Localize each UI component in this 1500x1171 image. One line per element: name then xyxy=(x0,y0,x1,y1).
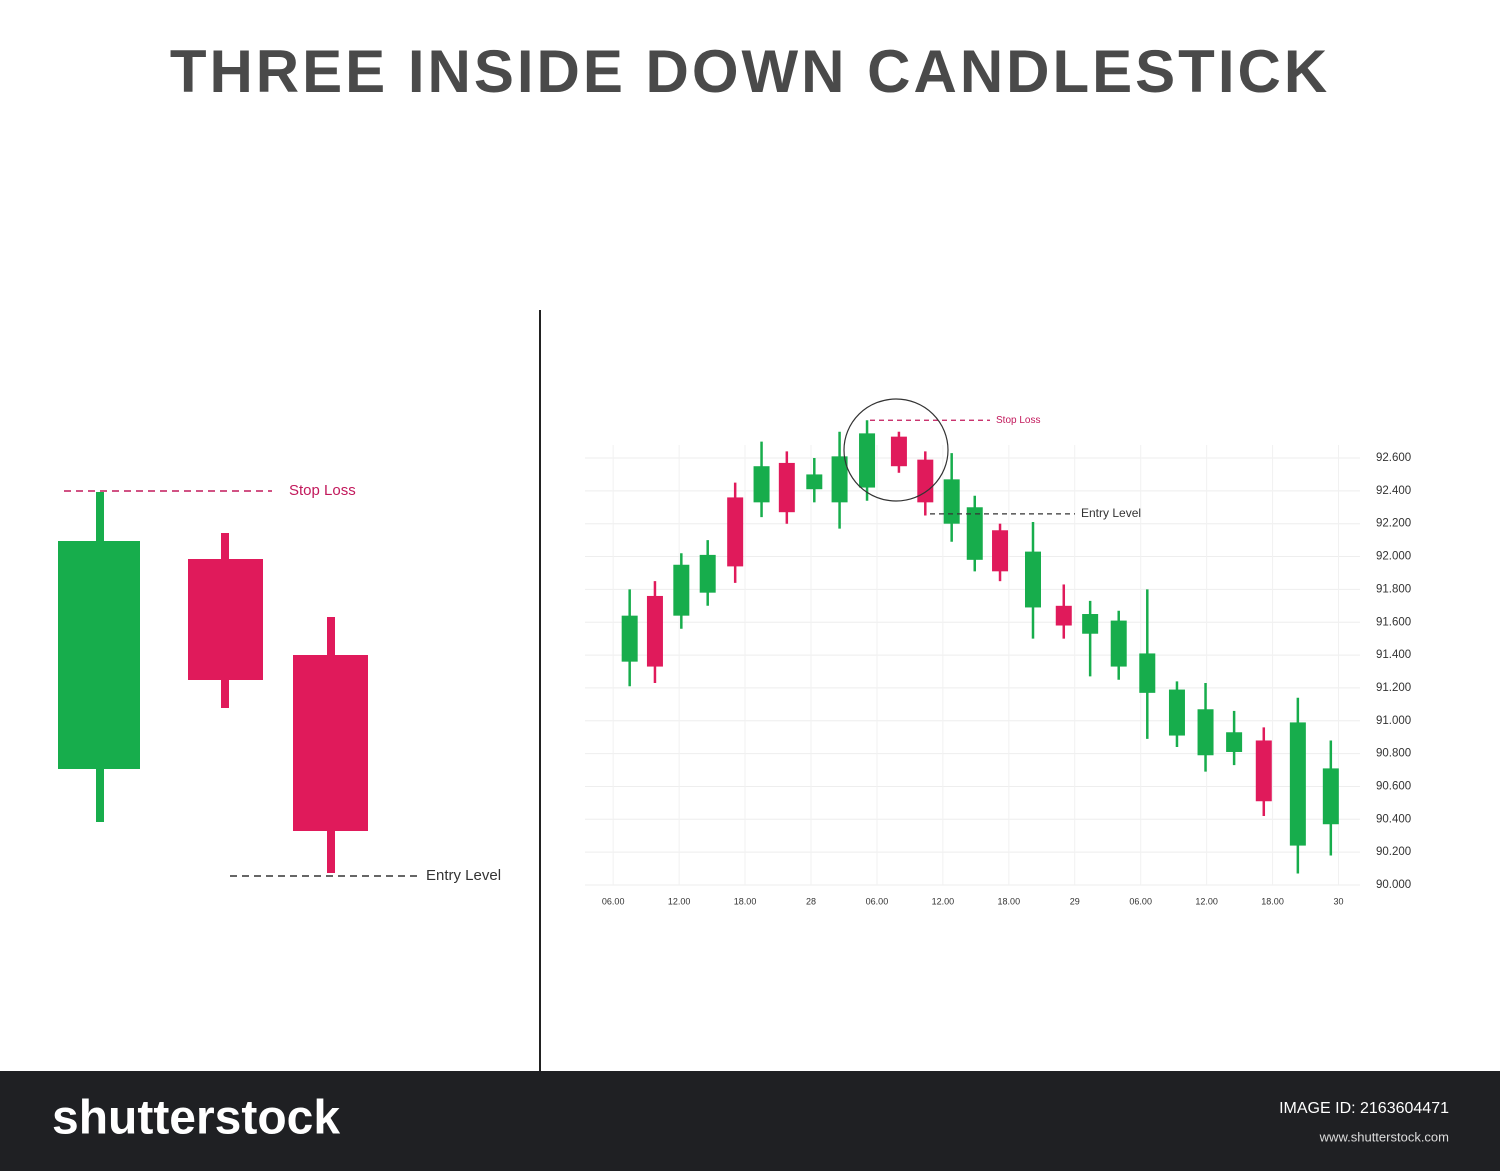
x-tick-label: 06.00 xyxy=(602,896,625,906)
body xyxy=(293,655,368,831)
candle-body xyxy=(806,474,823,490)
candle-body xyxy=(778,462,795,513)
candle-body xyxy=(621,615,638,662)
candle-body xyxy=(753,466,770,503)
candle-body xyxy=(859,433,876,488)
image-id: IMAGE ID: 2163604471 xyxy=(1279,1100,1449,1117)
candle-body xyxy=(1289,722,1306,846)
x-tick-label: 18.00 xyxy=(1261,896,1284,906)
candle-body xyxy=(831,456,848,503)
body xyxy=(188,559,263,680)
x-tick-label: 06.00 xyxy=(866,896,889,906)
highlight-circle xyxy=(843,398,949,502)
candle-body xyxy=(1055,605,1072,626)
candle-body xyxy=(1168,689,1185,736)
x-tick-label: 06.00 xyxy=(1129,896,1152,906)
candle-body xyxy=(890,436,907,467)
candle-body xyxy=(673,564,690,616)
y-tick-label: 92.200 xyxy=(1376,518,1411,530)
y-tick-label: 91.000 xyxy=(1376,715,1411,727)
y-tick-label: 90.600 xyxy=(1376,780,1411,792)
candle-body xyxy=(966,507,983,560)
title: THREE INSIDE DOWN CANDLESTICK xyxy=(170,38,1330,105)
y-tick-label: 91.200 xyxy=(1376,682,1411,694)
candle-body xyxy=(727,497,744,567)
y-tick-label: 92.400 xyxy=(1376,485,1411,497)
candle-body xyxy=(1110,620,1127,667)
background xyxy=(0,0,1500,1071)
candle-body xyxy=(1322,768,1339,825)
x-tick-label: 18.00 xyxy=(734,896,757,906)
candle-body xyxy=(917,459,934,503)
url: www.shutterstock.com xyxy=(1319,1129,1449,1144)
candle-body xyxy=(1255,740,1272,802)
y-tick-label: 90.800 xyxy=(1376,748,1411,760)
x-tick-label: 12.00 xyxy=(668,896,691,906)
candle-body xyxy=(1197,709,1214,756)
x-tick-label: 12.00 xyxy=(932,896,955,906)
candle-body xyxy=(699,554,716,593)
brand: shutterstock xyxy=(52,1092,340,1145)
candle-body xyxy=(1024,551,1041,608)
body xyxy=(58,541,140,769)
candle-body xyxy=(1082,614,1099,634)
y-tick-label: 90.400 xyxy=(1376,813,1411,825)
footer-bar xyxy=(0,1071,1500,1171)
candle-body xyxy=(646,595,663,667)
y-tick-label: 92.000 xyxy=(1376,551,1411,563)
candle-body xyxy=(992,530,1009,572)
y-tick-label: 92.600 xyxy=(1376,452,1411,464)
entry-label: Entry Level xyxy=(426,867,501,884)
y-tick-label: 91.400 xyxy=(1376,649,1411,661)
illustration: Stop Loss Entry Level xyxy=(58,482,501,884)
x-tick-label: 18.00 xyxy=(998,896,1021,906)
annotation-label: Stop Loss xyxy=(996,415,1040,426)
candle-body xyxy=(1139,653,1156,693)
candle-body xyxy=(1226,732,1243,752)
y-tick-label: 90.200 xyxy=(1376,846,1411,858)
y-tick-label: 91.800 xyxy=(1376,583,1411,595)
x-tick-label: 29 xyxy=(1070,896,1080,906)
stop-label: Stop Loss xyxy=(289,482,356,499)
candle-body xyxy=(943,479,960,524)
y-tick-label: 91.600 xyxy=(1376,616,1411,628)
x-tick-label: 12.00 xyxy=(1195,896,1218,906)
x-tick-label: 28 xyxy=(806,896,816,906)
candlestick-chart: 90.000 90.200 90.400 90.600 90.800 91.000 91.2… xyxy=(585,415,1411,906)
annotation-label: Entry Level xyxy=(1081,506,1141,520)
x-tick-label: 30 xyxy=(1334,896,1344,906)
y-tick-label: 90.000 xyxy=(1376,879,1411,891)
